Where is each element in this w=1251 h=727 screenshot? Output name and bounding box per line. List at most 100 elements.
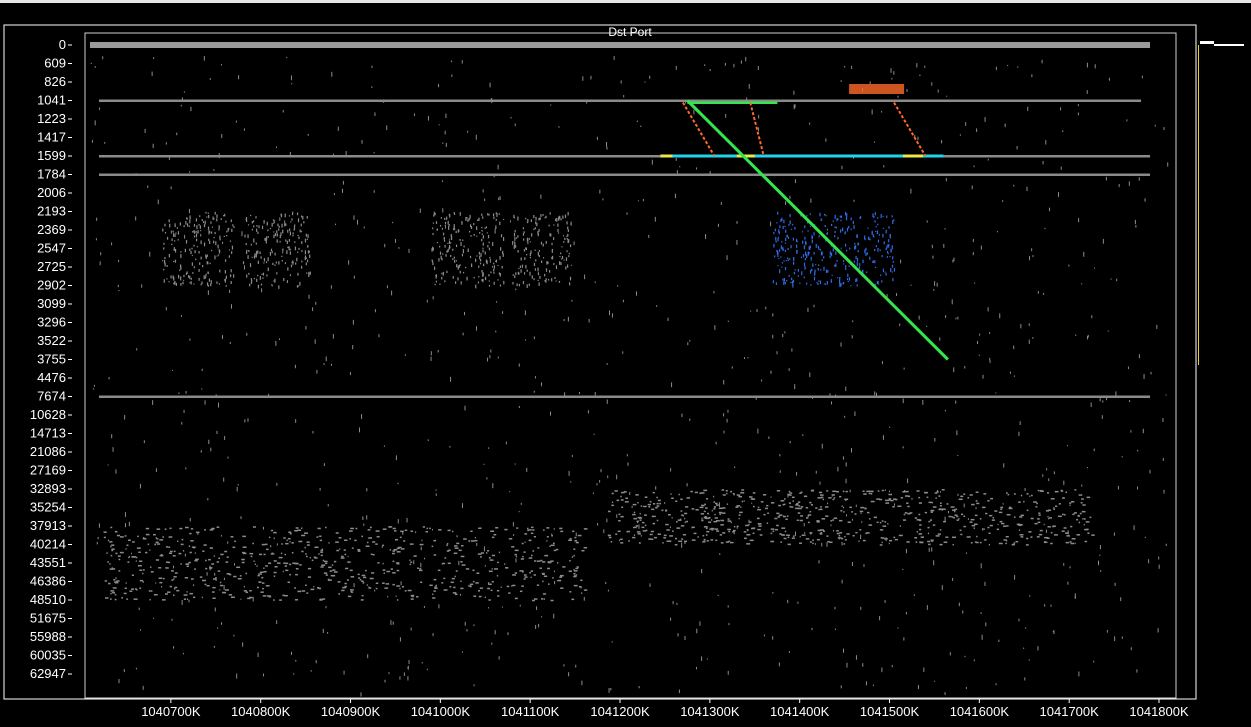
band-point — [628, 540, 630, 542]
band-point — [1080, 502, 1083, 504]
block-point — [442, 232, 445, 236]
band-point — [728, 530, 731, 533]
block-point — [211, 231, 213, 234]
block-point — [163, 279, 165, 283]
scan-point — [1067, 530, 1069, 535]
band-point — [114, 594, 117, 596]
scan-point — [308, 294, 310, 299]
horizontal-scan-line — [98, 155, 1151, 158]
block-point — [890, 268, 892, 272]
band-point — [684, 521, 686, 524]
band-point — [963, 525, 966, 528]
block-point — [435, 280, 437, 283]
band-point — [691, 508, 695, 510]
block-point — [539, 275, 541, 279]
band-point — [1013, 493, 1016, 495]
band-point — [1078, 521, 1081, 524]
band-point — [118, 570, 121, 572]
block-point — [461, 253, 464, 257]
block-point — [553, 262, 555, 265]
block-point — [873, 216, 875, 218]
block-point — [784, 225, 786, 228]
block-point — [518, 272, 520, 275]
scan-point — [845, 478, 847, 484]
block-point — [567, 226, 569, 230]
block-point — [195, 233, 198, 238]
band-point — [521, 542, 524, 545]
band-point — [491, 568, 493, 570]
block-point — [514, 275, 516, 279]
scan-point — [794, 384, 796, 390]
band-point — [787, 536, 790, 539]
band-point — [575, 567, 579, 570]
block-point — [789, 220, 791, 225]
scan-point — [492, 483, 494, 489]
band-point — [620, 495, 622, 498]
side-bar-top-mark — [1200, 41, 1214, 44]
block-point — [469, 255, 472, 259]
block-point — [454, 228, 456, 230]
scan-point — [1024, 677, 1026, 681]
band-point — [274, 565, 278, 568]
scan-point — [677, 633, 679, 637]
scan-point — [391, 290, 393, 296]
scan-point — [182, 652, 184, 655]
band-point — [720, 524, 724, 526]
scan-point — [575, 664, 577, 668]
scan-point — [341, 188, 343, 193]
band-point — [536, 560, 541, 562]
band-point — [163, 577, 165, 580]
block-point — [890, 249, 892, 251]
scan-point — [1156, 324, 1158, 329]
block-point — [204, 276, 207, 279]
block-point — [230, 269, 232, 273]
block-point — [788, 224, 790, 226]
scan-point — [188, 599, 190, 603]
scan-point — [1023, 647, 1025, 649]
band-point — [446, 543, 449, 545]
scan-point — [190, 106, 192, 112]
band-point — [523, 551, 526, 553]
block-point — [844, 231, 846, 234]
block-point — [877, 239, 880, 243]
scan-point — [1028, 323, 1030, 327]
y-tick-label: 2547 — [37, 241, 66, 256]
block-point — [248, 272, 250, 275]
block-point — [563, 241, 565, 243]
band-point — [376, 535, 380, 538]
block-point — [228, 255, 230, 258]
block-point — [864, 238, 866, 241]
block-point — [224, 270, 226, 274]
scan-point — [727, 605, 729, 608]
block-point — [484, 276, 487, 281]
band-point — [777, 516, 781, 518]
scan-point — [490, 98, 492, 100]
band-point — [800, 515, 804, 517]
block-point — [804, 266, 806, 270]
band-point — [396, 569, 400, 572]
block-point — [210, 221, 212, 224]
band-point — [418, 569, 423, 572]
band-point — [1026, 537, 1029, 540]
band-point — [849, 506, 852, 509]
block-point — [537, 233, 539, 237]
scan-point — [709, 171, 711, 174]
block-point — [531, 275, 533, 279]
scan-point — [979, 333, 981, 336]
band-point — [748, 521, 752, 523]
block-point — [568, 255, 570, 258]
band-point — [350, 591, 354, 593]
scan-point — [958, 602, 960, 607]
band-point — [368, 587, 372, 589]
block-point — [873, 236, 875, 238]
band-point — [639, 519, 642, 521]
block-point — [226, 230, 228, 233]
scan-point — [1060, 166, 1062, 170]
block-point — [517, 250, 519, 253]
block-point — [231, 245, 234, 250]
band-point — [232, 546, 236, 549]
band-point — [212, 586, 216, 589]
block-point — [197, 230, 199, 234]
scan-point — [1032, 255, 1034, 258]
band-point — [168, 546, 171, 548]
